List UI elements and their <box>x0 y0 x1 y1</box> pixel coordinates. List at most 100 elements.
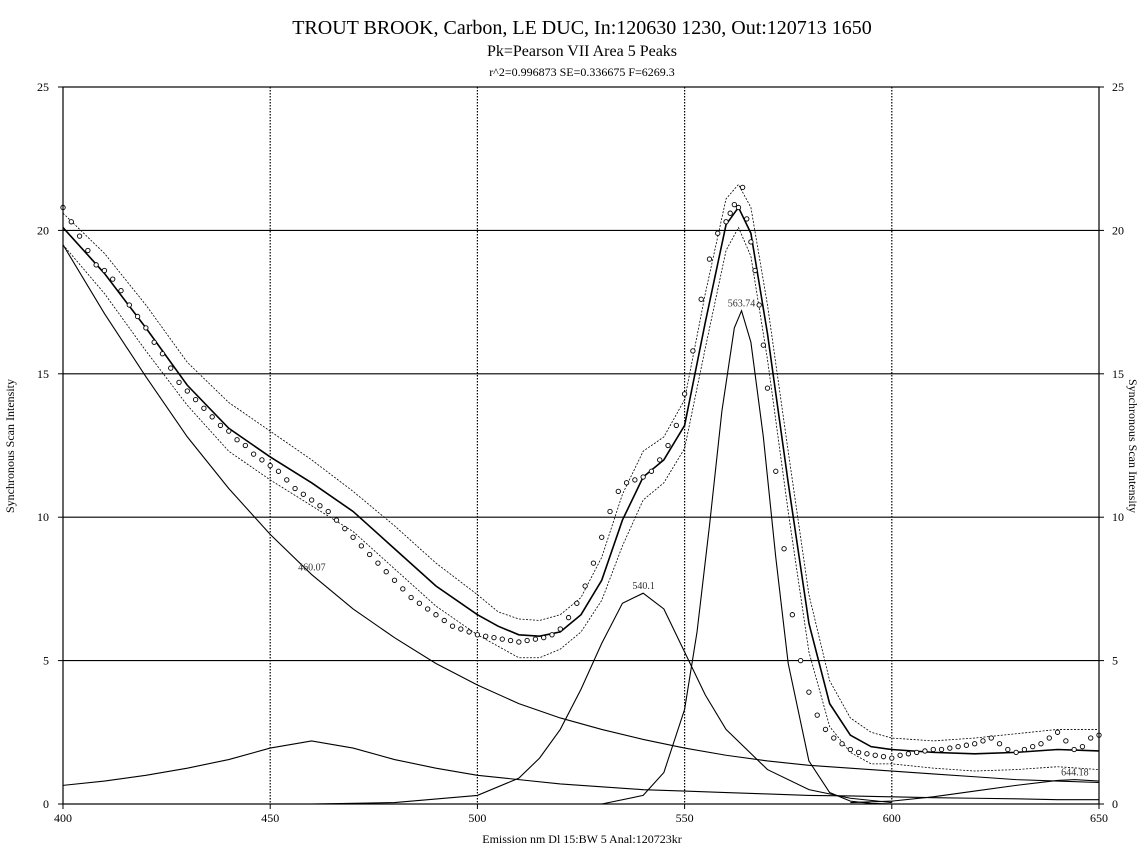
data-point <box>201 405 207 411</box>
y-tick-label-left: 10 <box>37 510 49 524</box>
data-point <box>963 742 970 748</box>
data-point <box>101 267 108 274</box>
data-point <box>275 468 282 474</box>
data-point <box>988 735 994 741</box>
data-point <box>267 462 273 469</box>
data-point <box>483 633 489 639</box>
data-point <box>607 508 613 515</box>
data-point <box>727 210 733 216</box>
data-point <box>565 614 572 621</box>
data-point <box>557 626 563 632</box>
data-point <box>723 219 729 225</box>
data-point <box>1013 749 1019 756</box>
y-axis-label-right: Synchronous Scan Intensity <box>1126 379 1140 513</box>
data-point <box>938 746 945 753</box>
peak-label: 460.07 <box>298 563 326 574</box>
data-point <box>673 422 679 429</box>
data-point <box>855 749 862 756</box>
data-point <box>234 437 240 443</box>
data-point <box>889 755 895 761</box>
data-point <box>748 239 754 245</box>
data-point <box>441 617 447 624</box>
data-point <box>383 569 389 575</box>
data-point <box>300 491 307 497</box>
y-tick-label-left: 0 <box>43 797 49 811</box>
data-point <box>872 752 878 758</box>
data-point <box>814 712 820 718</box>
data-point <box>375 560 381 566</box>
data-point <box>847 746 854 753</box>
data-points <box>60 184 1102 761</box>
data-point <box>1038 741 1044 747</box>
data-point <box>491 635 497 641</box>
data-point <box>317 503 323 509</box>
data-point <box>217 422 224 429</box>
data-point <box>1005 746 1011 753</box>
data-point <box>731 201 737 208</box>
x-tick-label: 600 <box>883 811 901 825</box>
data-point <box>599 534 605 540</box>
plot-frame <box>62 86 1100 805</box>
data-point <box>665 442 671 449</box>
y-tick-label-left: 20 <box>37 223 49 237</box>
data-point <box>358 543 365 549</box>
data-point <box>292 485 298 492</box>
data-point <box>715 230 721 236</box>
data-point <box>151 339 157 345</box>
data-point <box>1021 746 1028 753</box>
y-tick-label-right: 15 <box>1112 367 1124 381</box>
data-point <box>541 635 547 641</box>
y-tick-label-left: 5 <box>43 654 49 668</box>
data-point <box>350 534 356 540</box>
data-point <box>681 391 688 397</box>
y-axis-label-left: Synchronous Scan Intensity <box>3 379 17 513</box>
data-point <box>914 749 920 756</box>
y-tick-label-left: 25 <box>37 80 49 94</box>
plot-border <box>62 86 1100 805</box>
data-point <box>250 451 257 457</box>
data-point <box>764 385 771 391</box>
data-point <box>797 657 804 664</box>
data-point <box>474 632 481 638</box>
y-tick-label-left: 15 <box>37 367 49 381</box>
data-point <box>209 414 215 420</box>
data-point <box>1030 743 1036 750</box>
x-tick-label: 650 <box>1090 811 1108 825</box>
x-tick-label: 550 <box>676 811 694 825</box>
data-point <box>499 636 505 642</box>
data-point <box>126 302 132 308</box>
data-point <box>391 577 398 583</box>
lower-band-line <box>62 226 1100 772</box>
data-point <box>68 219 74 225</box>
data-point <box>400 586 406 592</box>
data-point <box>259 457 265 463</box>
data-point <box>735 204 742 211</box>
data-point <box>623 480 630 486</box>
chart-title: TROUT BROOK, Carbon, LE DUC, In:120630 1… <box>292 17 872 39</box>
x-axis-label: Emission nm Dl 15:BW 5 Anal:120723kr <box>482 832 681 846</box>
y-tick-label-right: 0 <box>1112 797 1118 811</box>
data-point <box>744 216 750 222</box>
data-point <box>458 626 464 632</box>
data-point <box>831 735 837 741</box>
y-tick-label-right: 10 <box>1112 510 1124 524</box>
data-point <box>524 637 530 644</box>
data-point <box>134 313 141 320</box>
data-point <box>657 457 663 463</box>
data-point <box>955 743 961 750</box>
data-point <box>76 233 83 239</box>
data-point <box>752 267 758 274</box>
data-point <box>176 379 182 386</box>
data-point <box>159 351 166 357</box>
data-point <box>822 726 829 733</box>
data-point <box>590 560 597 566</box>
data-point <box>168 365 174 371</box>
data-point <box>242 442 248 449</box>
component-line <box>850 779 1100 804</box>
data-point <box>143 325 149 331</box>
data-point <box>839 741 845 747</box>
data-point <box>416 600 423 606</box>
data-point <box>897 752 903 758</box>
y-tick-label-right: 25 <box>1112 80 1124 94</box>
